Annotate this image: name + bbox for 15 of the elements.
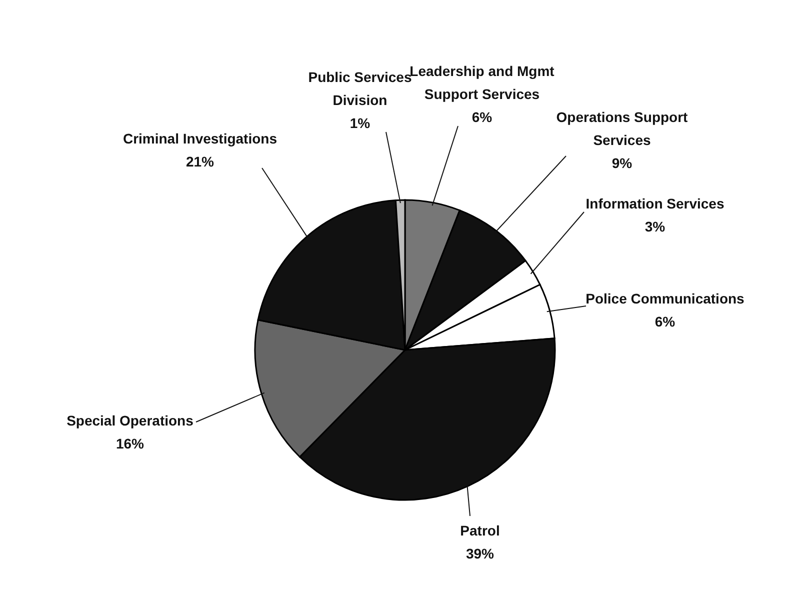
data-label: 39%	[466, 546, 495, 562]
data-label: 3%	[644, 218, 666, 234]
slice-label: Patrol	[460, 522, 500, 538]
data-label: 1%	[350, 115, 371, 131]
slice-label: Information Services	[586, 196, 724, 212]
slice-label: Public Services Division	[308, 69, 412, 108]
slice-label: Operations Support Services	[556, 109, 688, 148]
data-label: 21%	[186, 154, 215, 170]
slice-label: Police Communications	[586, 290, 745, 306]
data-label: 6%	[654, 314, 676, 330]
slice-label: Special Operations	[66, 412, 194, 428]
slice-label: Criminal Investigations	[122, 130, 278, 146]
data-label: 16%	[116, 436, 145, 452]
data-label: 9%	[612, 155, 633, 171]
data-label: 6%	[472, 109, 493, 125]
